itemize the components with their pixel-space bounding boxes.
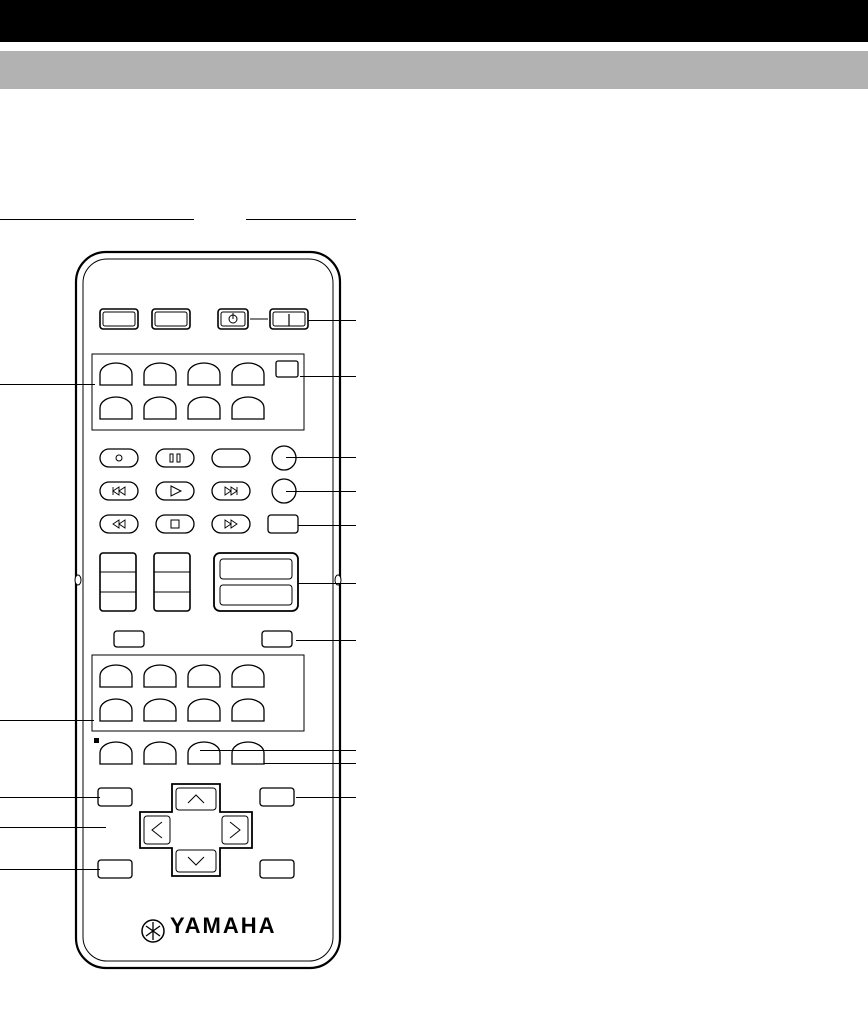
leader-l2	[0, 384, 95, 385]
leader-l1	[0, 219, 194, 220]
leader-r10	[264, 763, 356, 764]
leader-l4	[0, 797, 100, 798]
leader-r8	[296, 640, 356, 641]
leader-r4	[286, 457, 356, 458]
leader-r5	[286, 491, 356, 492]
header-black-bar	[0, 0, 868, 42]
leader-l3	[0, 720, 94, 721]
leader-r7	[298, 583, 356, 584]
leader-r3	[300, 376, 356, 377]
night-dot	[94, 738, 99, 743]
leader-r11	[296, 797, 356, 798]
brand-text: YAMAHA	[170, 913, 277, 939]
leader-r9	[200, 750, 356, 751]
leader-l5	[0, 827, 106, 828]
subheader-grey-bar	[0, 51, 868, 89]
leader-l6	[0, 869, 100, 870]
side-notch-left	[75, 575, 81, 585]
leader-r2	[308, 320, 356, 321]
remote-control-diagram	[74, 250, 342, 970]
leader-r1	[246, 219, 356, 220]
leader-r6	[298, 525, 356, 526]
